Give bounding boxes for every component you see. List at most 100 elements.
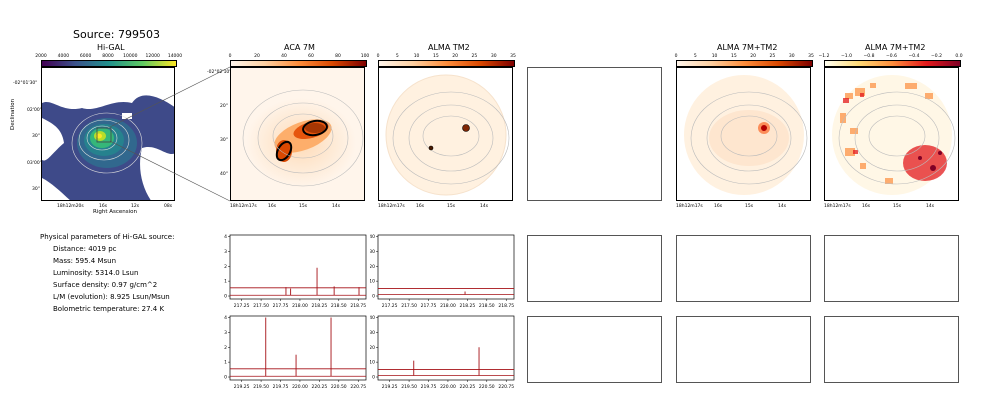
colorbar-tick-label: 35	[808, 54, 814, 59]
colorbar-tick-label: 20	[254, 54, 260, 59]
aca-xtick-2: 15s	[299, 204, 308, 209]
empty-spectrum-r1c3	[527, 235, 662, 302]
spectrum-row1-tm2: 0 10 20 30 40 217.25 217.50 217.75 218.00 218.25 2…	[370, 234, 515, 309]
aca7m-map	[230, 67, 365, 201]
colorbar-tick-label: −1.0	[841, 54, 852, 59]
aca-xtick-1: 16s	[268, 204, 277, 209]
higal-ytick-3: 03'00"	[27, 161, 42, 166]
x-tick-label: 217.50	[253, 303, 269, 309]
x-tick-label: 218.00	[440, 303, 456, 309]
x-tick-label: 218.25	[311, 303, 327, 309]
y-tick-label: 30	[370, 249, 375, 255]
x-tick-label: 217.25	[382, 303, 398, 309]
x-tick-label: 218.75	[498, 303, 514, 309]
y-tick-label: 1	[224, 360, 227, 366]
colorbar-tick-label: 6000	[79, 54, 92, 59]
colorbar-tick-label: 12000	[145, 54, 160, 59]
aca-xtick-3: 14s	[332, 204, 341, 209]
empty-map-panel	[527, 67, 662, 201]
colorbar-tick-label: 10	[413, 54, 420, 59]
x-tick-label: 220.50	[479, 384, 495, 390]
spectrum-frame	[377, 315, 515, 381]
colorbar-ticks-alma-7m-tm2-b: −1.2 −1.0 −0.8 −0.6 −0.4 −0.2 0.0	[819, 54, 963, 60]
x-tick-label: 219.75	[421, 384, 437, 390]
info-lm: L/M (evolution): 8.925 Lsun/Msun	[53, 293, 170, 301]
x-tick-label: 220.25	[459, 384, 475, 390]
y-tick-label: 2	[224, 345, 227, 351]
colorbar-tick-label: 14000	[167, 54, 183, 59]
x-tick-label: 220.00	[440, 384, 456, 390]
x-tick-label: 218.25	[459, 303, 475, 309]
y-tick-label: 2	[224, 264, 227, 270]
x-tick-label: 218.50	[479, 303, 495, 309]
b-xtick-1: 16s	[862, 204, 871, 209]
x-tick-label: 217.75	[273, 303, 289, 309]
y-tick-label: 4	[224, 234, 227, 240]
x-tick-label: 220.50	[331, 384, 347, 390]
spectrum-frame	[229, 234, 367, 300]
colorbar-tick-label: 10000	[123, 54, 138, 59]
colorbar-ticks-aca7m: 0 20 40 60 80 100	[229, 54, 370, 60]
y-tick-label: 30	[370, 330, 375, 336]
colorbar-tick-label: 35	[510, 54, 516, 59]
colorbar-tick-label: 15	[730, 54, 737, 59]
colorbar-tick-label: 20	[452, 54, 459, 59]
x-tick-label: 219.25	[234, 384, 250, 390]
info-distance: Distance: 4019 pc	[53, 245, 117, 253]
colorbar-tick-label: 0	[674, 54, 678, 59]
higal-xtick-0: 18h12m20s	[57, 204, 84, 209]
colorbar-tick-label: 15	[432, 54, 439, 59]
colorbar-tick-label: −0.6	[886, 54, 897, 59]
a-xtick-3: 14s	[778, 204, 787, 209]
x-tick-label: 217.50	[401, 303, 417, 309]
colorbar-tick-label: 25	[471, 54, 478, 59]
colorbar-tick-label: −0.8	[863, 54, 875, 59]
info-luminosity: Luminosity: 5314.0 Lsun	[53, 269, 139, 277]
empty-spectrum-r1c4	[676, 235, 811, 302]
panel-title-alma-tm2: ALMA TM2	[428, 43, 470, 52]
higal-xtick-2: 12s	[131, 204, 140, 209]
map-ytick-0: -02°02'10"	[207, 70, 232, 75]
x-tick-label: 220.75	[498, 384, 514, 390]
panel-title-aca7m: ACA 7M	[284, 43, 315, 52]
x-tick-label: 217.25	[234, 303, 250, 309]
y-tick-label: 4	[224, 315, 227, 321]
x-tick-label: 219.25	[382, 384, 398, 390]
colorbar-tick-label: 30	[490, 54, 497, 59]
y-tick-label: 0	[372, 294, 375, 300]
source-title: Source: 799503	[73, 28, 160, 41]
y-tick-label: 0	[224, 294, 227, 300]
x-tick-label: 219.75	[273, 384, 289, 390]
x-tick-label: 218.75	[350, 303, 366, 309]
higal-xtick-1: 16s	[99, 204, 108, 209]
colorbar-tick-label: −1.2	[818, 54, 830, 59]
higal-xtick-3: 08s	[164, 204, 173, 209]
colorbar-tick-label: 40	[281, 54, 287, 59]
higal-map	[41, 67, 175, 201]
y-tick-label: 10	[370, 360, 375, 366]
panel-title-higal: Hi-GAL	[97, 43, 125, 52]
colorbar-tick-label: 60	[308, 54, 314, 59]
y-tick-label: 40	[370, 234, 375, 240]
spectrum-row1-aca7m: 0 1 2 3 4 217.25 217.50 217.75 218.00 218.25 218.5…	[224, 234, 367, 309]
map-ytick-1: 20"	[220, 104, 228, 109]
y-tick-label: 10	[370, 279, 375, 285]
colorbar-aca7m	[230, 60, 367, 67]
alma-7m-tm2-map-a	[676, 67, 811, 201]
colorbar-tick-label: 0.0	[955, 54, 963, 59]
y-tick-label: 20	[370, 345, 375, 351]
y-tick-label: 3	[224, 330, 227, 336]
colorbar-alma-tm2	[378, 60, 515, 67]
x-tick-label: 218.50	[331, 303, 347, 309]
tm2-xtick-0: 18h12m17s	[378, 204, 405, 209]
x-tick-label: 217.75	[421, 303, 437, 309]
colorbar-tick-label: 25	[769, 54, 776, 59]
colorbar-tick-label: 0	[376, 54, 380, 59]
aca-xtick-0: 18h12m17s	[230, 204, 257, 209]
colorbar-tick-label: 80	[335, 54, 341, 59]
higal-xlabel: Right Ascension	[93, 209, 137, 215]
colorbar-ticks-alma-7m-tm2-a: 0 5 10 15 20 25 30 35	[674, 54, 814, 60]
higal-ytick-1: 02'00"	[27, 108, 42, 113]
y-tick-label: 0	[224, 375, 227, 381]
